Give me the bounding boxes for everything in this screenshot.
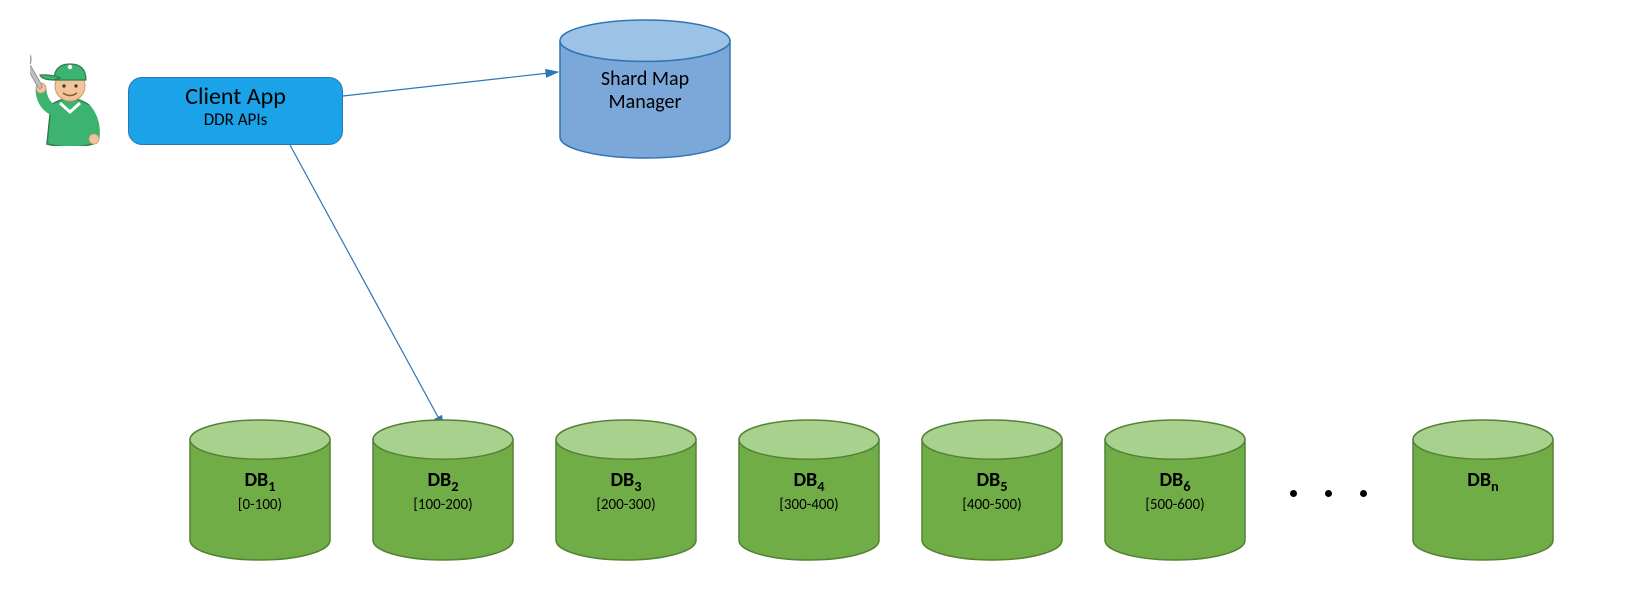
db-cylinder-5: DB5 [400-500)	[922, 420, 1062, 560]
db-label: DB3 [200-300)	[556, 470, 696, 514]
dot	[1360, 490, 1367, 497]
db-name: DB1	[190, 470, 330, 493]
db-name: DB5	[922, 470, 1062, 493]
db-range: [500-600)	[1105, 497, 1245, 514]
client-app-subtitle: DDR APIs	[129, 110, 342, 130]
db-name: DB6	[1105, 470, 1245, 493]
technician-svg	[30, 50, 110, 146]
db-range: [100-200)	[373, 497, 513, 514]
dot	[1325, 490, 1332, 497]
db-name: DB3	[556, 470, 696, 493]
db-cylinder-1: DB1 [0-100)	[190, 420, 330, 560]
db-range: [300-400)	[739, 497, 879, 514]
db-label: DB6 [500-600)	[1105, 470, 1245, 514]
technician-icon	[30, 50, 110, 146]
client-app-title: Client App	[129, 84, 342, 110]
db-cylinder-2: DB2 [100-200)	[373, 420, 513, 560]
db-cylinder-n: DBn	[1413, 420, 1553, 560]
shard-map-manager-db: Shard Map Manager	[560, 20, 730, 158]
db-label: DB1 [0-100)	[190, 470, 330, 514]
db-label: DB2 [100-200)	[373, 470, 513, 514]
db-cylinder-3: DB3 [200-300)	[556, 420, 696, 560]
db-name: DB4	[739, 470, 879, 493]
db-cylinder-6: DB6 [500-600)	[1105, 420, 1245, 560]
db-label: DBn	[1413, 470, 1553, 493]
db-name: DB2	[373, 470, 513, 493]
db-range: [0-100)	[190, 497, 330, 514]
db-range: [400-500)	[922, 497, 1062, 514]
ellipsis-dots	[1290, 490, 1367, 497]
diagram-canvas: { "canvas": { "width": 1640, "height": 6…	[0, 0, 1640, 610]
db-label: DB5 [400-500)	[922, 470, 1062, 514]
client-app-box: Client App DDR APIs	[128, 77, 343, 145]
dot	[1290, 490, 1297, 497]
db-name: DBn	[1413, 470, 1553, 493]
shard-map-manager-label: Shard Map Manager	[560, 68, 730, 114]
db-range: [200-300)	[556, 497, 696, 514]
db-label: DB4 [300-400)	[739, 470, 879, 514]
db-cylinder-4: DB4 [300-400)	[739, 420, 879, 560]
